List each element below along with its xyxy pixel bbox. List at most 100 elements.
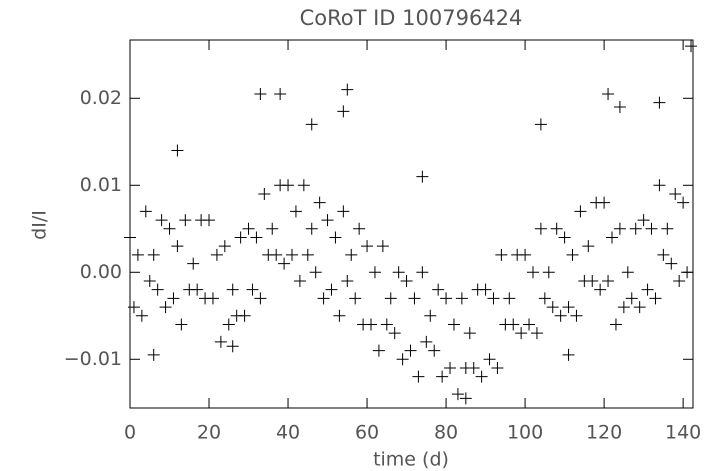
point bbox=[313, 196, 326, 209]
point bbox=[459, 392, 472, 405]
point bbox=[538, 292, 551, 305]
point bbox=[629, 222, 642, 235]
point bbox=[440, 292, 453, 305]
point bbox=[657, 248, 670, 261]
point bbox=[554, 309, 567, 322]
point bbox=[274, 87, 287, 100]
point bbox=[400, 274, 413, 287]
point bbox=[242, 222, 255, 235]
point bbox=[254, 87, 267, 100]
point bbox=[408, 292, 421, 305]
point bbox=[586, 274, 599, 287]
point bbox=[380, 318, 393, 331]
point bbox=[519, 248, 532, 261]
point bbox=[570, 309, 583, 322]
point bbox=[147, 348, 160, 361]
point bbox=[479, 283, 492, 296]
point bbox=[147, 248, 160, 261]
point bbox=[187, 257, 200, 270]
point bbox=[673, 274, 686, 287]
point bbox=[214, 335, 227, 348]
point bbox=[432, 283, 445, 296]
point bbox=[353, 222, 366, 235]
point bbox=[598, 196, 611, 209]
point bbox=[685, 40, 698, 53]
point bbox=[349, 292, 362, 305]
point bbox=[317, 292, 330, 305]
point bbox=[266, 222, 279, 235]
point bbox=[653, 96, 666, 109]
point bbox=[155, 214, 168, 227]
point bbox=[534, 222, 547, 235]
point bbox=[534, 118, 547, 131]
x-tick-label: 40 bbox=[276, 422, 300, 444]
x-tick-label: 80 bbox=[434, 422, 458, 444]
point bbox=[558, 231, 571, 244]
point bbox=[163, 222, 176, 235]
point bbox=[159, 301, 172, 314]
point bbox=[143, 274, 156, 287]
point bbox=[127, 301, 140, 314]
point bbox=[542, 266, 555, 279]
point bbox=[258, 187, 271, 200]
point bbox=[609, 318, 622, 331]
y-axis-label: dI/I bbox=[29, 210, 51, 240]
point bbox=[444, 361, 457, 374]
point bbox=[665, 257, 678, 270]
point bbox=[151, 283, 164, 296]
point bbox=[594, 283, 607, 296]
point bbox=[361, 240, 374, 253]
point bbox=[447, 318, 460, 331]
point bbox=[124, 231, 136, 244]
point bbox=[602, 87, 615, 100]
point bbox=[301, 248, 314, 261]
point bbox=[550, 222, 563, 235]
point bbox=[546, 301, 559, 314]
point bbox=[305, 222, 318, 235]
point bbox=[416, 266, 429, 279]
point bbox=[206, 292, 219, 305]
point bbox=[179, 214, 192, 227]
point bbox=[329, 231, 342, 244]
point bbox=[392, 266, 405, 279]
point bbox=[566, 248, 579, 261]
point bbox=[582, 240, 595, 253]
point bbox=[562, 301, 575, 314]
point bbox=[333, 309, 346, 322]
x-tick-label: 0 bbox=[124, 422, 136, 444]
point bbox=[602, 274, 615, 287]
point bbox=[289, 205, 302, 218]
point bbox=[297, 179, 310, 192]
point bbox=[645, 222, 658, 235]
point bbox=[613, 222, 626, 235]
point bbox=[254, 292, 267, 305]
point bbox=[428, 344, 441, 357]
point bbox=[218, 240, 231, 253]
point bbox=[226, 283, 239, 296]
point bbox=[420, 335, 433, 348]
point bbox=[341, 274, 354, 287]
point bbox=[305, 118, 318, 131]
point bbox=[293, 274, 306, 287]
point bbox=[372, 344, 385, 357]
point bbox=[222, 318, 235, 331]
y-tick-label: −0.01 bbox=[64, 348, 122, 370]
point bbox=[376, 240, 389, 253]
point bbox=[451, 388, 464, 401]
point bbox=[503, 292, 516, 305]
point bbox=[396, 353, 409, 366]
point bbox=[475, 370, 488, 383]
point bbox=[625, 292, 638, 305]
point bbox=[617, 301, 630, 314]
point bbox=[131, 248, 144, 261]
point bbox=[491, 361, 504, 374]
point bbox=[270, 248, 283, 261]
point bbox=[388, 327, 401, 340]
point bbox=[210, 248, 223, 261]
point bbox=[424, 309, 437, 322]
point bbox=[463, 327, 476, 340]
y-tick-label: 0.01 bbox=[80, 174, 122, 196]
plot-frame bbox=[129, 39, 694, 409]
point bbox=[246, 283, 259, 296]
